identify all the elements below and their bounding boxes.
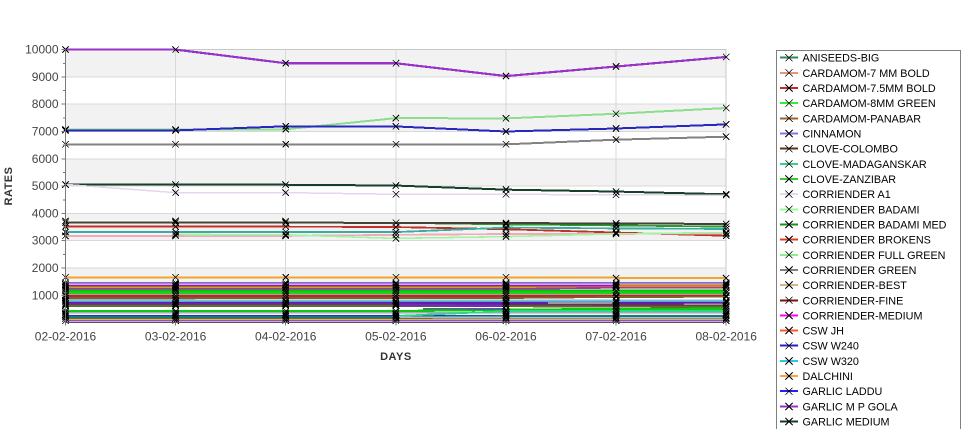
svg-text:6000: 6000 — [32, 152, 59, 166]
svg-text:RATES: RATES — [3, 167, 15, 206]
svg-text:CORRIENDER A1: CORRIENDER A1 — [803, 189, 891, 201]
svg-text:DALCHINI: DALCHINI — [803, 371, 853, 383]
svg-text:CORRIENDER BADAMI MED: CORRIENDER BADAMI MED — [803, 219, 947, 231]
svg-text:CSW W320: CSW W320 — [803, 356, 859, 368]
svg-text:CORRIENDER BROKENS: CORRIENDER BROKENS — [803, 235, 931, 247]
svg-text:CARDAMOM-8MM GREEN: CARDAMOM-8MM GREEN — [803, 98, 936, 110]
svg-text:CINNAMON: CINNAMON — [803, 129, 862, 141]
svg-text:CARDAMOM-PANABAR: CARDAMOM-PANABAR — [803, 113, 922, 125]
svg-text:GARLIC MEDIUM: GARLIC MEDIUM — [803, 417, 890, 429]
svg-text:CLOVE-ZANZIBAR: CLOVE-ZANZIBAR — [803, 174, 897, 186]
svg-text:CLOVE-MADAGANSKAR: CLOVE-MADAGANSKAR — [803, 159, 927, 171]
svg-text:CORRIENDER-MEDIUM: CORRIENDER-MEDIUM — [803, 310, 923, 322]
svg-text:08-02-2016: 08-02-2016 — [696, 330, 758, 344]
svg-text:10000: 10000 — [25, 43, 59, 57]
svg-text:CLOVE-COLOMBO: CLOVE-COLOMBO — [803, 144, 898, 156]
svg-text:CORRIENDER-FINE: CORRIENDER-FINE — [803, 295, 904, 307]
svg-text:03-02-2016: 03-02-2016 — [145, 330, 207, 344]
svg-text:CARDAMOM-7.5MM BOLD: CARDAMOM-7.5MM BOLD — [803, 83, 936, 95]
svg-text:5000: 5000 — [32, 179, 59, 193]
svg-text:07-02-2016: 07-02-2016 — [585, 330, 647, 344]
svg-text:02-02-2016: 02-02-2016 — [35, 330, 97, 344]
svg-text:DAYS: DAYS — [380, 351, 412, 363]
svg-text:2000: 2000 — [32, 261, 59, 275]
svg-text:7000: 7000 — [32, 125, 59, 139]
svg-text:06-02-2016: 06-02-2016 — [475, 330, 537, 344]
svg-text:3000: 3000 — [32, 234, 59, 248]
svg-text:05-02-2016: 05-02-2016 — [365, 330, 427, 344]
svg-text:4000: 4000 — [32, 206, 59, 220]
svg-text:GARLIC LADDU: GARLIC LADDU — [803, 386, 883, 398]
svg-text:CORRIENDER GREEN: CORRIENDER GREEN — [803, 265, 917, 277]
svg-text:04-02-2016: 04-02-2016 — [255, 330, 317, 344]
svg-text:8000: 8000 — [32, 97, 59, 111]
svg-text:CORRIENDER BADAMI: CORRIENDER BADAMI — [803, 204, 920, 216]
svg-text:CORRIENDER-BEST: CORRIENDER-BEST — [803, 280, 908, 292]
svg-text:CORRIENDER FULL GREEN: CORRIENDER FULL GREEN — [803, 250, 946, 262]
svg-text:1000: 1000 — [32, 288, 59, 302]
svg-text:CARDAMOM-7 MM BOLD: CARDAMOM-7 MM BOLD — [803, 68, 930, 80]
svg-text:CSW W240: CSW W240 — [803, 341, 859, 353]
svg-text:CSW JH: CSW JH — [803, 326, 844, 338]
svg-text:GARLIC M P GOLA: GARLIC M P GOLA — [803, 401, 899, 413]
svg-text:ANISEEDS-BIG: ANISEEDS-BIG — [803, 53, 880, 65]
svg-text:9000: 9000 — [32, 70, 59, 84]
